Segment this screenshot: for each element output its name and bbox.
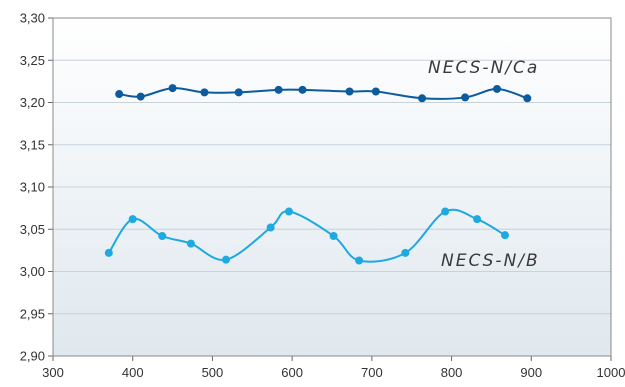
data-point [200, 88, 209, 97]
x-tick-label: 600 [281, 365, 303, 380]
data-point [104, 248, 113, 257]
data-point [355, 256, 364, 265]
data-point [284, 207, 293, 216]
data-point [461, 93, 470, 102]
y-tick-label: 3,05 [20, 222, 45, 237]
data-point [418, 94, 427, 103]
y-tick-label: 3,30 [20, 11, 45, 26]
data-point [345, 87, 354, 96]
data-point [136, 92, 145, 101]
data-point [523, 94, 532, 103]
data-point [493, 84, 502, 93]
y-tick-label: 3,20 [20, 95, 45, 110]
plot-frame [52, 17, 612, 357]
series-1 [115, 84, 532, 103]
data-point [234, 88, 243, 97]
x-tick-label: 300 [42, 365, 64, 380]
series-layer [104, 84, 532, 265]
y-tick-label: 2,95 [20, 306, 45, 321]
series-2 [104, 207, 509, 265]
series-label-n-b: NECS-N/B [441, 251, 540, 271]
data-point [168, 84, 177, 93]
series-label-n-ca: NECS-N/Ca [428, 58, 539, 78]
data-point [500, 231, 509, 240]
x-tick-labels: 300 400 500 600 700 800 900 1000 [42, 365, 625, 380]
data-point [441, 207, 450, 216]
data-point [186, 239, 195, 248]
x-tick-label: 700 [361, 365, 383, 380]
data-point [128, 215, 137, 224]
data-point [329, 232, 338, 241]
x-tick-label: 800 [441, 365, 463, 380]
data-point [298, 85, 307, 94]
x-tick-label: 500 [202, 365, 224, 380]
data-point [115, 90, 124, 99]
y-tick-label: 3,00 [20, 264, 45, 279]
y-tick-labels: 2,90 2,95 3,00 3,05 3,10 3,15 3,20 3,25 3,30 [20, 11, 45, 364]
data-point [401, 248, 410, 257]
y-tick-label: 3,25 [20, 53, 45, 68]
x-tick-label: 1000 [597, 365, 625, 380]
data-point [158, 232, 167, 241]
data-point [371, 87, 380, 96]
data-point [221, 255, 230, 264]
data-point [473, 215, 482, 224]
y-tick-label: 3,15 [20, 137, 45, 152]
data-point [274, 85, 283, 94]
y-tick-label: 2,90 [20, 349, 45, 364]
x-tick-label: 900 [520, 365, 542, 380]
x-tick-label: 400 [122, 365, 144, 380]
y-tick-label: 3,10 [20, 180, 45, 195]
data-point [266, 223, 275, 232]
axes [52, 17, 612, 357]
grid-lines [48, 17, 612, 361]
